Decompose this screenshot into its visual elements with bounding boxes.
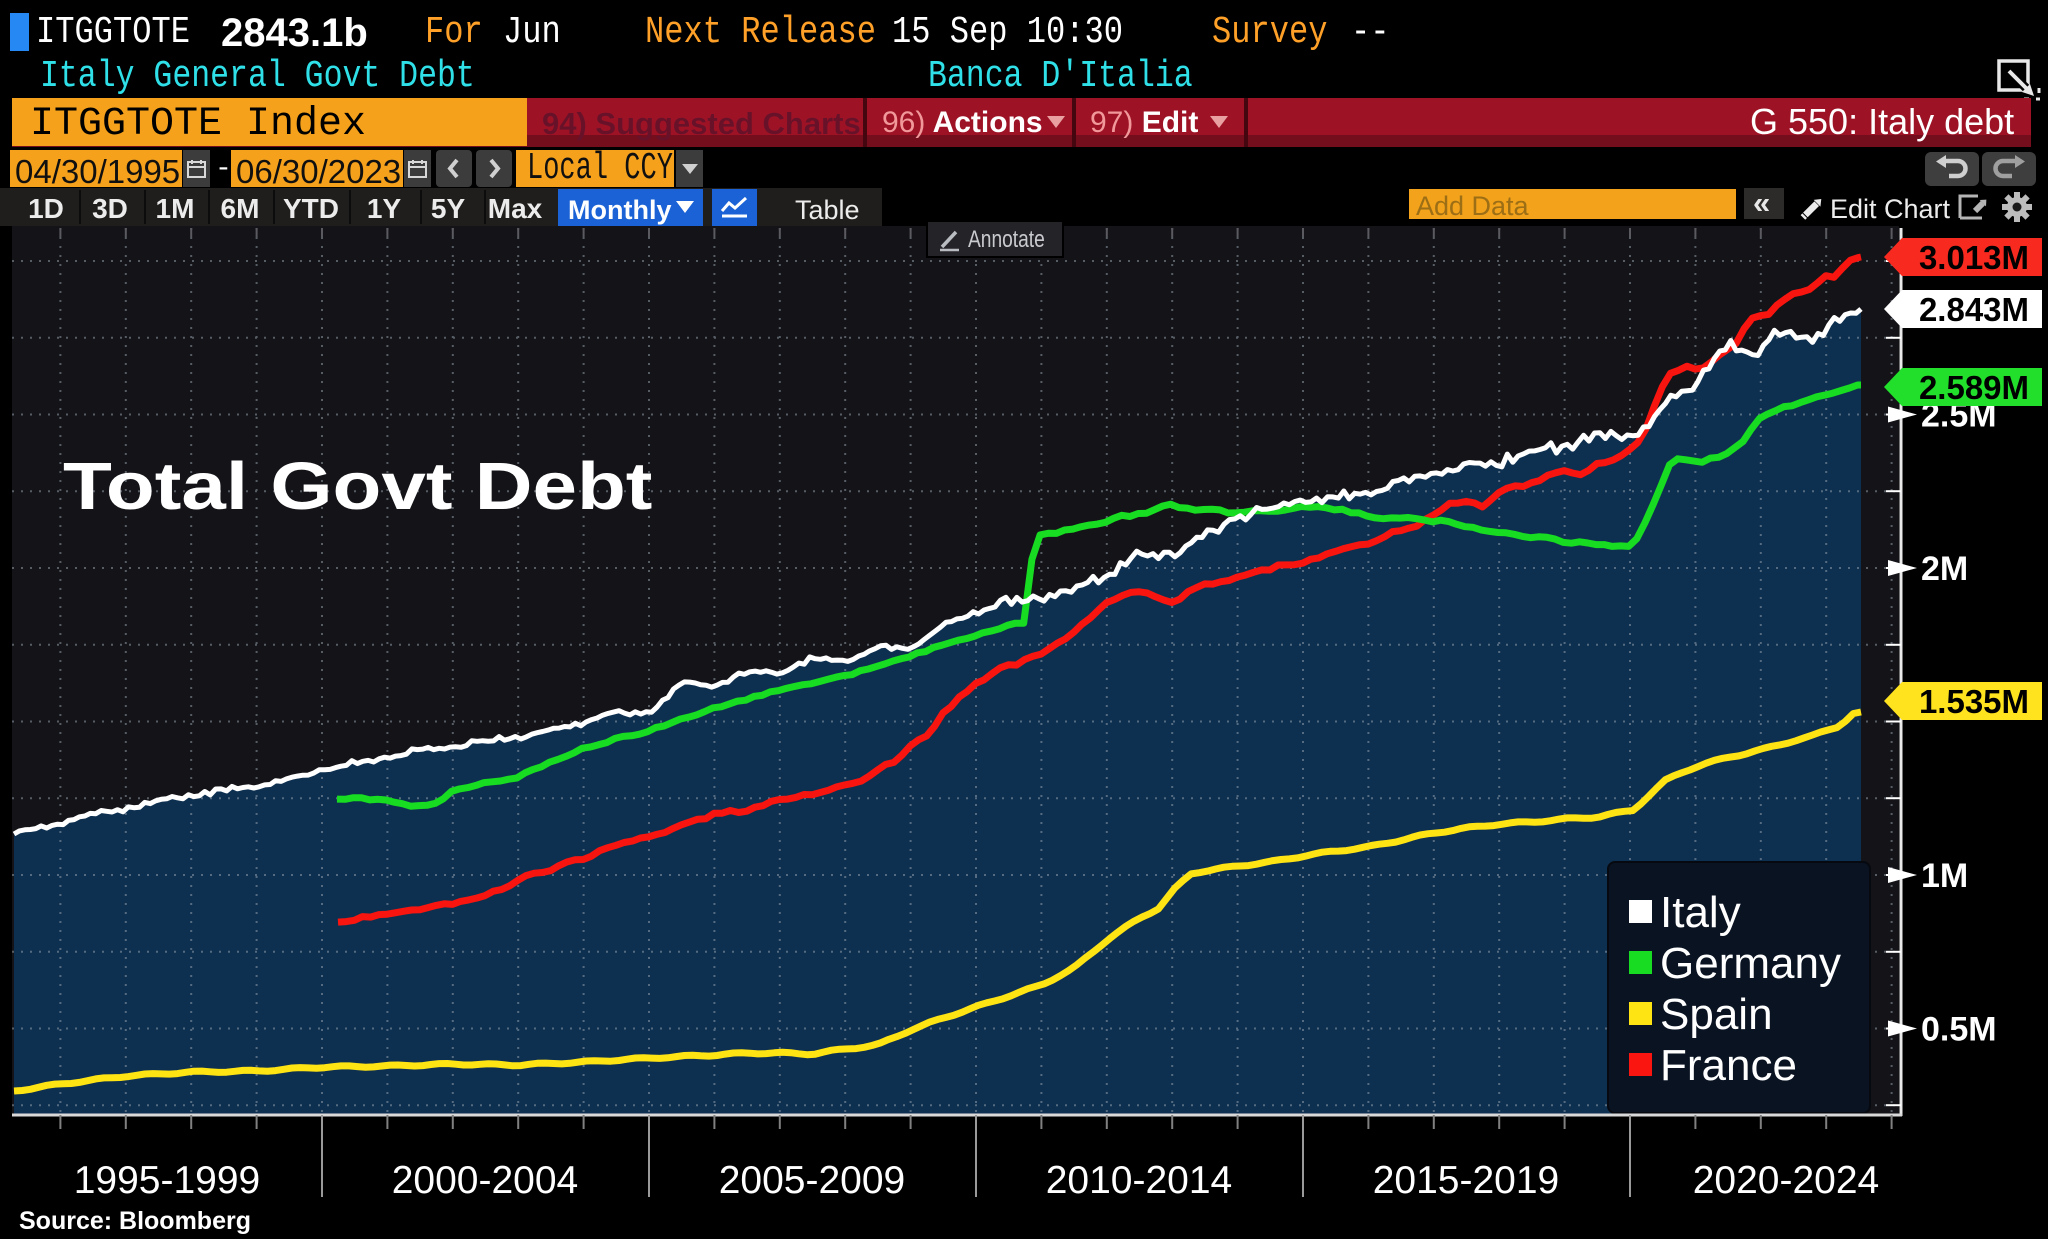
svg-text:1995-1999: 1995-1999 — [74, 1159, 261, 1202]
svg-text:1.535M: 1.535M — [1919, 683, 2029, 720]
svg-text:2M: 2M — [1921, 550, 1968, 588]
svg-text:France: France — [1660, 1041, 1797, 1090]
svg-text:2005-2009: 2005-2009 — [719, 1159, 906, 1202]
svg-text:Annotate: Annotate — [968, 225, 1045, 253]
svg-text:Source: Bloomberg: Source: Bloomberg — [19, 1207, 251, 1235]
svg-text:Total Govt Debt: Total Govt Debt — [63, 448, 652, 523]
svg-text:0.5M: 0.5M — [1921, 1011, 1997, 1049]
svg-text:2.843M: 2.843M — [1919, 291, 2029, 328]
svg-text:Germany: Germany — [1660, 939, 1841, 988]
svg-text:2010-2014: 2010-2014 — [1046, 1159, 1233, 1202]
svg-text:2020-2024: 2020-2024 — [1693, 1159, 1880, 1202]
svg-text:Spain: Spain — [1660, 990, 1773, 1039]
svg-text:Italy: Italy — [1660, 888, 1741, 937]
svg-text:3.013M: 3.013M — [1919, 239, 2029, 276]
svg-text:2000-2004: 2000-2004 — [392, 1159, 579, 1202]
svg-text:2015-2019: 2015-2019 — [1373, 1159, 1560, 1202]
svg-text:1M: 1M — [1921, 857, 1968, 895]
svg-text:2.589M: 2.589M — [1919, 369, 2029, 406]
